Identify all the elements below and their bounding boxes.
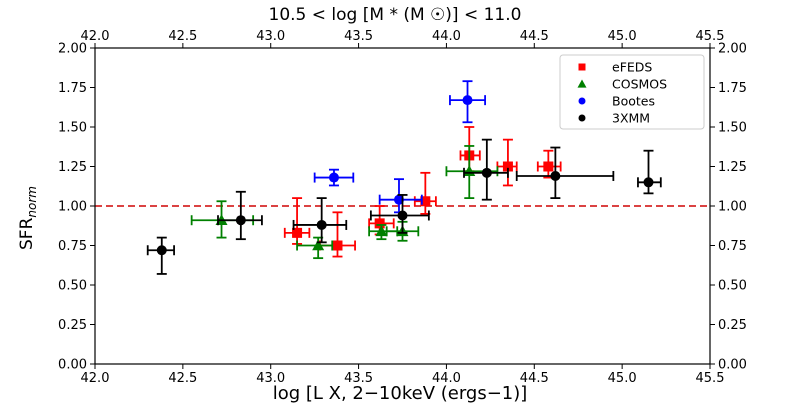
y-tick-label-right-8: 2.00 (718, 42, 747, 57)
x-tick-label-bottom-6: 45.0 (608, 371, 637, 386)
point-bootes-1-marker (393, 194, 404, 205)
y-axis-label-main: SFR (17, 217, 37, 250)
legend-label-3xmm: 3XMM (612, 111, 650, 126)
legend-label-efeds: eFEDS (612, 60, 652, 75)
legend-entry-bootes: Bootes (578, 94, 655, 109)
y-axis-label: SFRnorm (17, 186, 39, 250)
x-tick-label-top-3: 43.5 (344, 29, 373, 44)
series-3xmm (146, 138, 662, 275)
point-3xmm-3 (369, 194, 430, 234)
y-tick-label-right-1: 0.25 (718, 318, 747, 333)
x-tick-label-top-7: 45.5 (696, 29, 725, 44)
y-tick-label-left-3: 0.75 (58, 239, 87, 254)
x-tick-label-top-4: 44.0 (432, 29, 461, 44)
svg-text:SFRnorm: SFRnorm (17, 186, 39, 250)
x-tick-label-bottom-1: 42.5 (168, 371, 197, 386)
point-efeds-3 (413, 171, 437, 215)
x-tick-label-top-2: 43.0 (256, 29, 285, 44)
point-bootes-0 (313, 168, 355, 187)
y-tick-label-right-2: 0.50 (718, 279, 747, 294)
point-efeds-0 (283, 197, 311, 245)
point-3xmm-3-marker (397, 210, 408, 221)
point-efeds-6-marker (543, 161, 554, 172)
legend: eFEDS COSMOS Bootes 3XMM (559, 54, 705, 130)
legend-entry-3xmm: 3XMM (578, 111, 650, 126)
legend-box (559, 54, 705, 130)
point-efeds-6 (536, 149, 562, 179)
point-3xmm-2-marker (316, 219, 327, 230)
point-efeds-0-marker (292, 227, 303, 238)
legend-marker-cosmos (577, 79, 587, 88)
x-axis-label: log [L X, 2−10keV (ergs−1)] (273, 383, 528, 404)
series-bootes (313, 80, 486, 214)
point-efeds-1-marker (332, 240, 343, 251)
point-3xmm-0 (146, 236, 175, 275)
legend-entry-cosmos: COSMOS (577, 77, 667, 92)
y-tick-label-left-4: 1.00 (58, 200, 87, 215)
x-tick-label-top-6: 45.0 (608, 29, 637, 44)
y-tick-label-left-6: 1.50 (58, 121, 87, 136)
legend-marker-efeds (578, 63, 586, 71)
x-tick-label-top-0: 42.0 (81, 29, 110, 44)
point-3xmm-5-marker (550, 170, 561, 181)
y-tick-label-left-2: 0.50 (58, 279, 87, 294)
point-efeds-3-marker (420, 196, 431, 207)
chart-title: 10.5 < log [M * (M ☉)] < 11.0 (269, 5, 522, 25)
point-3xmm-4-marker (481, 167, 492, 178)
y-tick-label-right-7: 1.75 (718, 81, 747, 96)
point-3xmm-6-marker (643, 177, 654, 188)
point-bootes-2 (449, 80, 486, 124)
x-tick-label-top-1: 42.5 (168, 29, 197, 44)
x-tick-label-bottom-3: 43.5 (344, 371, 373, 386)
point-3xmm-1-marker (235, 215, 246, 226)
legend-entry-efeds: eFEDS (578, 60, 652, 75)
y-tick-label-right-5: 1.25 (718, 160, 747, 175)
y-tick-label-left-8: 2.00 (58, 42, 87, 57)
x-tick-label-bottom-2: 43.0 (256, 371, 285, 386)
point-3xmm-2 (292, 197, 348, 244)
x-tick-label-bottom-0: 42.0 (81, 371, 110, 386)
series-efeds (283, 126, 562, 258)
point-3xmm-4 (463, 138, 509, 201)
y-tick-label-left-7: 1.75 (58, 81, 87, 96)
point-cosmos-1 (296, 236, 334, 260)
point-3xmm-6 (637, 149, 662, 195)
y-tick-label-left-5: 1.25 (58, 160, 87, 175)
point-3xmm-1 (217, 190, 263, 241)
point-bootes-2-marker (462, 95, 473, 106)
y-tick-label-left-0: 0.00 (58, 358, 87, 373)
x-tick-label-top-5: 44.5 (520, 29, 549, 44)
y-axis-label-sub: norm (25, 186, 39, 218)
legend-label-bootes: Bootes (612, 94, 655, 109)
y-tick-label-right-0: 0.00 (718, 358, 747, 373)
y-tick-label-right-6: 1.50 (718, 121, 747, 136)
point-3xmm-5 (515, 146, 615, 200)
x-tick-label-bottom-5: 44.5 (520, 371, 549, 386)
point-3xmm-0-marker (156, 245, 167, 256)
point-efeds-5-marker (502, 161, 513, 172)
point-efeds-1 (319, 211, 356, 258)
y-tick-label-left-1: 0.25 (58, 318, 87, 333)
x-tick-label-bottom-7: 45.5 (696, 371, 725, 386)
legend-marker-3xmm (578, 114, 586, 122)
plot-frame (94, 47, 711, 365)
point-cosmos-1-marker (312, 239, 325, 251)
point-bootes-0-marker (328, 172, 339, 183)
point-cosmos-2-marker (375, 225, 388, 237)
point-efeds-5 (496, 138, 518, 187)
x-tick-label-bottom-4: 44.0 (432, 371, 461, 386)
y-tick-label-right-4: 1.00 (718, 200, 747, 215)
point-efeds-2-marker (374, 218, 385, 229)
legend-label-cosmos: COSMOS (612, 77, 667, 92)
legend-marker-bootes (578, 97, 586, 105)
y-tick-label-right-3: 0.75 (718, 239, 747, 254)
series-cosmos (190, 145, 499, 260)
